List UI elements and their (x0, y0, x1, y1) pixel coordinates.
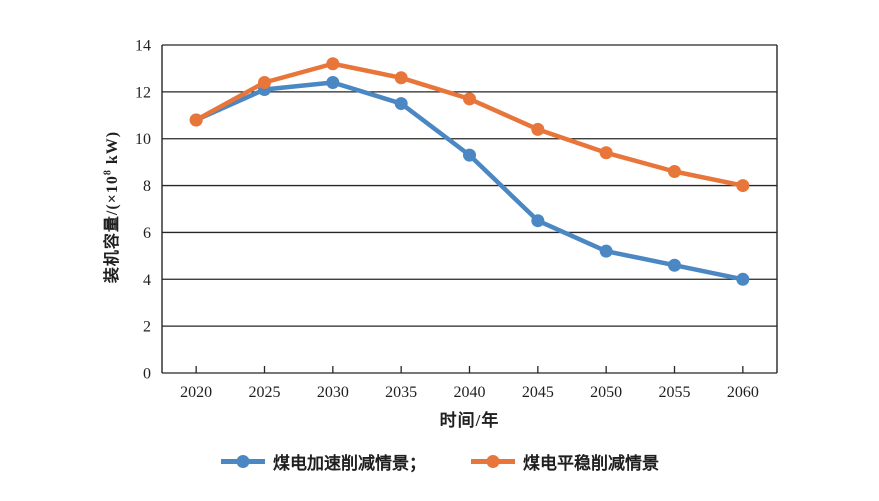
y-axis-title: 装机容量/(×108 kW) (98, 131, 122, 283)
y-axis-title-prefix: 装机容量/(×10 (104, 175, 121, 284)
svg-text:10: 10 (135, 131, 151, 148)
svg-text:2035: 2035 (385, 384, 417, 401)
svg-text:2050: 2050 (590, 384, 622, 401)
legend: 煤电加速削减情景； 煤电平稳削减情景 (0, 449, 879, 474)
orange-line-marker-icon (471, 455, 515, 468)
svg-text:2020: 2020 (180, 384, 212, 401)
legend-label: 煤电平稳削减情景 (523, 454, 659, 473)
svg-text:6: 6 (143, 225, 151, 242)
svg-text:2030: 2030 (317, 384, 349, 401)
blue-line-marker-icon (221, 455, 265, 468)
svg-text:2040: 2040 (454, 384, 486, 401)
x-axis-title: 时间/年 (439, 411, 500, 430)
legend-item-accelerated-reduction: 煤电加速削减情景； (220, 449, 426, 474)
svg-text:2: 2 (143, 319, 151, 336)
svg-text:4: 4 (143, 272, 151, 289)
svg-text:2045: 2045 (522, 384, 554, 401)
svg-text:0: 0 (143, 366, 151, 383)
legend-item-steady-reduction: 煤电平稳削减情景 (470, 449, 659, 474)
svg-text:2055: 2055 (659, 384, 691, 401)
svg-text:12: 12 (135, 84, 151, 101)
y-axis-title-exponent: 8 (102, 169, 114, 176)
svg-text:2025: 2025 (249, 384, 281, 401)
svg-text:8: 8 (143, 178, 151, 195)
svg-text:2060: 2060 (727, 384, 759, 401)
y-axis-title-suffix: kW) (104, 130, 121, 170)
svg-text:14: 14 (135, 38, 151, 55)
legend-label: 煤电加速削减情景； (273, 454, 426, 473)
